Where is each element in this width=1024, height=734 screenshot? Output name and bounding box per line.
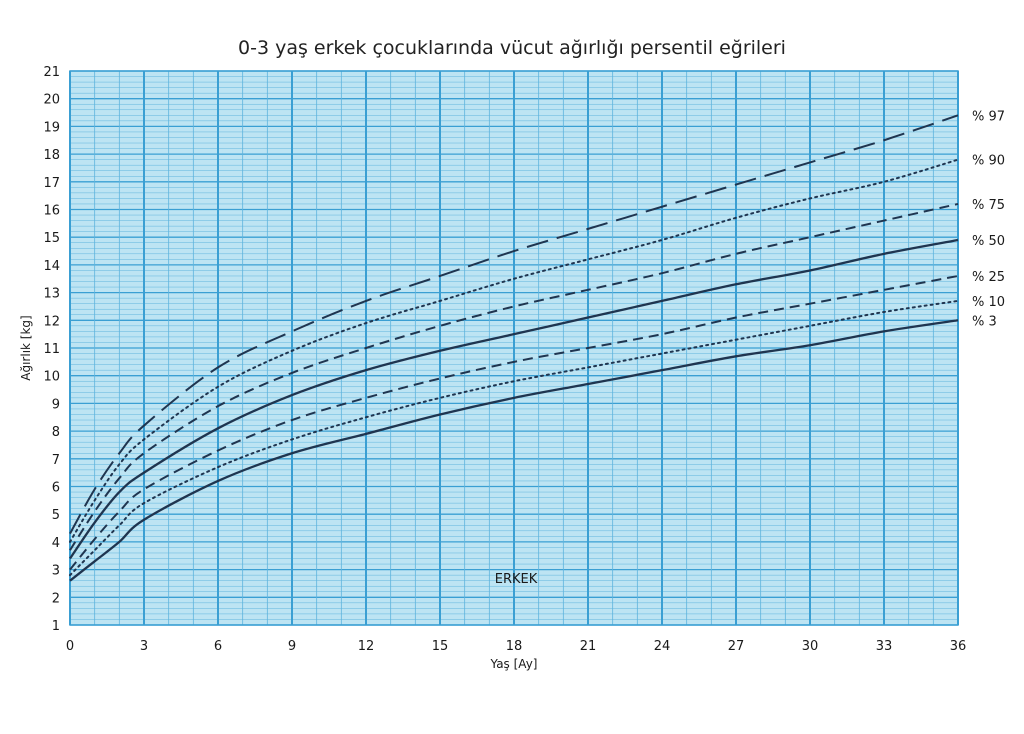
series-label-p97: % 97 (972, 109, 1005, 124)
series-line-p10 (69, 299, 959, 577)
x-tick-label: 15 (432, 639, 449, 654)
series-label-p10: % 10 (972, 295, 1005, 310)
annotation-erkek: ERKEK (495, 572, 538, 587)
chart-title: 0-3 yaş erkek çocuklarında vücut ağırlığ… (238, 37, 786, 59)
y-tick-label: 8 (52, 425, 60, 440)
series-label-p90: % 90 (972, 154, 1005, 169)
y-tick-label: 17 (43, 176, 60, 191)
y-tick-label: 20 (43, 93, 60, 108)
series-line-p3 (69, 319, 959, 582)
y-tick-label: 14 (43, 259, 60, 274)
x-tick-label: 24 (654, 639, 671, 654)
y-tick-label: 11 (43, 342, 60, 357)
y-tick-label: 13 (43, 287, 60, 302)
series-labels: % 97 % 90 % 75 % 50 % 25 % 10 % 3 (972, 109, 1005, 329)
y-tick-label: 19 (43, 120, 60, 135)
y-tick-label: 9 (52, 397, 60, 412)
y-tick-label: 2 (52, 591, 60, 606)
x-tick-label: 6 (214, 639, 222, 654)
series-label-p50: % 50 (972, 234, 1005, 249)
y-axis-label: Ağırlık [kg] (19, 315, 33, 380)
series-label-p3: % 3 (972, 314, 997, 329)
x-tick-label: 36 (950, 639, 967, 654)
y-tick-label: 5 (52, 508, 60, 523)
plot-frame (69, 70, 959, 626)
y-tick-label: 4 (52, 536, 60, 551)
series-line-p90 (69, 158, 959, 543)
y-tick-label: 12 (43, 314, 60, 329)
series-lines (69, 114, 959, 582)
y-tick-label: 18 (43, 148, 60, 163)
x-tick-label: 0 (66, 639, 74, 654)
x-tick-label: 3 (140, 639, 148, 654)
series-line-p25 (69, 274, 959, 571)
grid (69, 70, 959, 626)
y-tick-label: 16 (43, 204, 60, 219)
y-tick-label: 3 (52, 564, 60, 579)
x-tick-label: 12 (358, 639, 375, 654)
y-tick-label: 1 (52, 619, 60, 634)
x-tick-label: 18 (506, 639, 523, 654)
series-line-p50 (69, 238, 959, 560)
x-axis-ticks: 0 3 6 9 12 15 18 21 24 27 30 33 36 (66, 639, 966, 654)
x-tick-label: 27 (728, 639, 745, 654)
y-tick-label: 15 (43, 231, 60, 246)
series-line-p75 (69, 202, 959, 551)
y-tick-label: 7 (52, 453, 60, 468)
series-line-p97 (69, 114, 959, 535)
y-tick-label: 6 (52, 481, 60, 496)
x-axis-label: Yaş [Ay] (490, 657, 538, 671)
x-tick-label: 9 (288, 639, 296, 654)
y-tick-label: 10 (43, 370, 60, 385)
y-tick-label: 21 (43, 65, 60, 80)
x-tick-label: 33 (876, 639, 893, 654)
series-label-p25: % 25 (972, 270, 1005, 285)
x-tick-label: 30 (802, 639, 819, 654)
series-label-p75: % 75 (972, 198, 1005, 213)
x-tick-label: 21 (580, 639, 597, 654)
